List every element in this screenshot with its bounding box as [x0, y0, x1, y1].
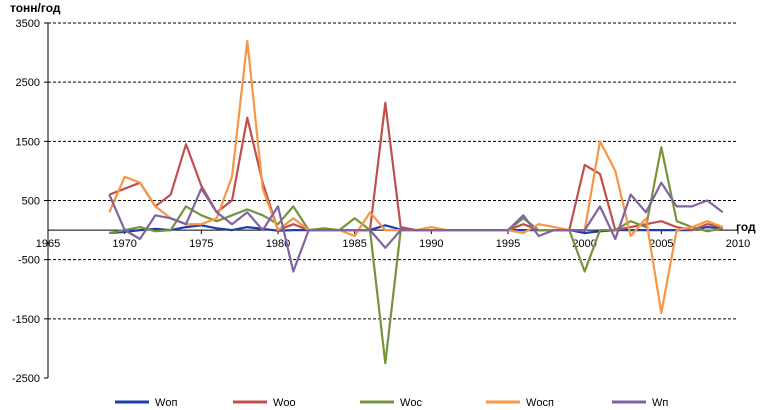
y-tick-label: 1500	[16, 136, 40, 148]
x-tick-label: 2005	[649, 238, 673, 250]
y-tick-label: 500	[22, 196, 40, 208]
y-axis-title: тонн/год	[10, 1, 61, 15]
y-tick-label: -500	[18, 255, 40, 267]
series-line	[108, 181, 724, 273]
legend-label: Wп	[652, 397, 668, 409]
legend-label: Wос	[400, 397, 423, 409]
x-tick-label: 1980	[266, 238, 290, 250]
x-tick-label: 2010	[726, 238, 750, 250]
x-tick-label: 1990	[419, 238, 443, 250]
y-tick-label: 3500	[16, 18, 40, 30]
x-tick-labels: 1965 1970 1975 1980 1985 1990 1995 2000 2005 2010	[36, 230, 750, 250]
legend-label: Wоо	[273, 397, 296, 409]
series-lines	[108, 39, 724, 365]
x-tick-label: 1965	[36, 238, 60, 250]
y-tick-label: -2500	[12, 373, 40, 385]
series-line	[108, 101, 723, 232]
x-tick-label: 1985	[342, 238, 366, 250]
x-tick-label: 2000	[572, 238, 596, 250]
series-line	[108, 39, 724, 314]
legend-label: Wосп	[526, 397, 554, 409]
legend: Wоп Wоо Wос Wосп Wп	[115, 397, 668, 409]
legend-label: Wоп	[155, 397, 178, 409]
x-axis-title: год	[736, 220, 756, 234]
y-tick-label: 2500	[16, 77, 40, 89]
x-tick-label: 1975	[189, 238, 213, 250]
y-tick-labels: -2500 -1500 -500 500 1500 2500 3500	[12, 18, 48, 385]
x-tick-label: 1970	[112, 238, 136, 250]
series-line	[109, 146, 723, 365]
x-tick-label: 1995	[496, 238, 520, 250]
y-tick-label: -1500	[12, 314, 40, 326]
